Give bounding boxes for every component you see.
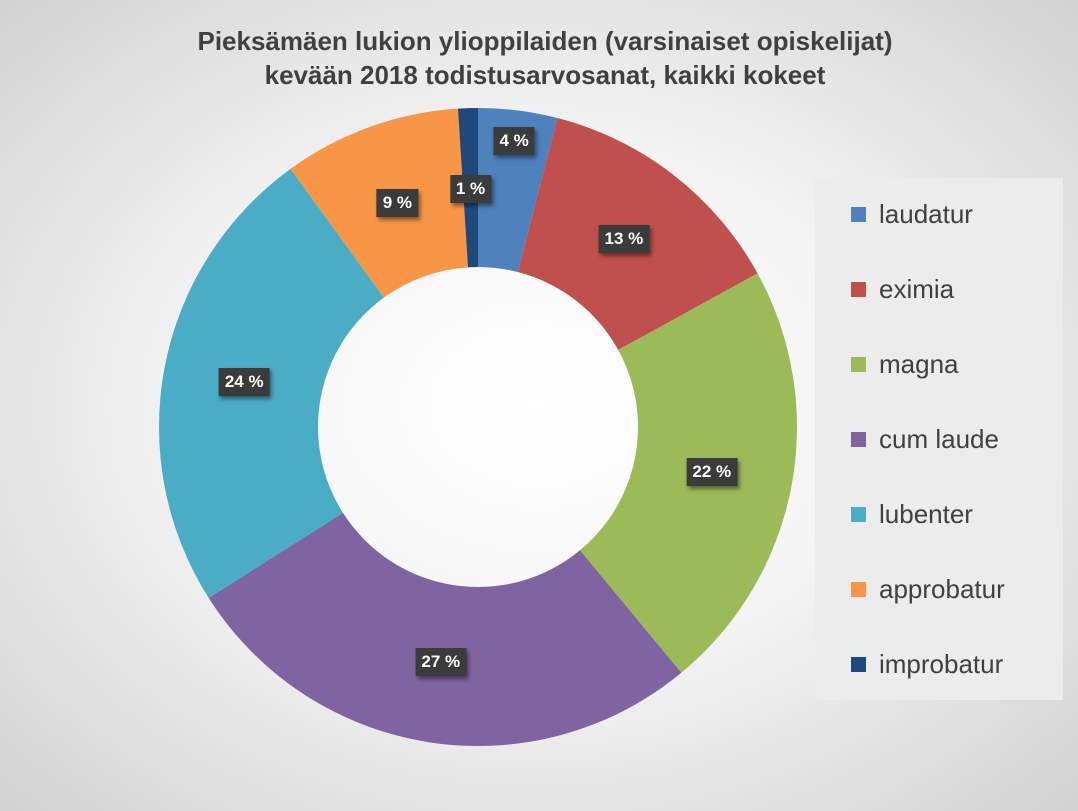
data-label-magna: 22 %: [686, 457, 738, 486]
legend-label: lubenter: [879, 498, 973, 529]
legend-label: magna: [879, 348, 959, 379]
legend-swatch: [851, 206, 866, 222]
legend-swatch: [851, 431, 866, 447]
legend-label: eximia: [879, 273, 955, 304]
data-label-eximia: 13 %: [598, 224, 650, 253]
data-label-improbatur: 1 %: [449, 175, 492, 204]
donut-slice-cum-laude: [208, 512, 682, 746]
legend-item-magna: magna: [851, 349, 959, 379]
legend-item-laudatur: laudatur: [851, 199, 973, 229]
data-label-cum-laude: 27 %: [415, 648, 467, 677]
legend-swatch: [851, 506, 866, 522]
legend-swatch: [851, 281, 866, 297]
data-label-approbatur: 9 %: [376, 189, 419, 218]
legend-label: improbatur: [879, 648, 1004, 679]
legend-swatch: [851, 356, 866, 372]
legend-swatch: [851, 656, 866, 672]
legend-item-lubenter: lubenter: [851, 499, 973, 529]
chart-title: Pieksämäen lukion ylioppilaiden (varsina…: [0, 24, 1078, 92]
data-label-laudatur: 4 %: [493, 127, 535, 156]
legend-item-improbatur: improbatur: [851, 649, 1003, 679]
legend-label: laudatur: [879, 198, 973, 229]
data-label-lubenter: 24 %: [218, 368, 270, 397]
legend-swatch: [851, 581, 866, 597]
legend-item-eximia: eximia: [851, 274, 954, 304]
legend-label: approbatur: [879, 573, 1005, 604]
legend-label: cum laude: [879, 423, 999, 454]
donut-slice-lubenter: [159, 168, 384, 598]
chart-title-line-1: Pieksämäen lukion ylioppilaiden (varsina…: [197, 26, 893, 56]
legend-item-cum-laude: cum laude: [851, 424, 999, 454]
legend: laudatur eximia magna cum laude lubenter appr…: [815, 178, 1063, 700]
chart-title-line-2: kevään 2018 todistusarvosanat, kaikki ko…: [264, 60, 826, 90]
legend-item-approbatur: approbatur: [851, 574, 1005, 604]
